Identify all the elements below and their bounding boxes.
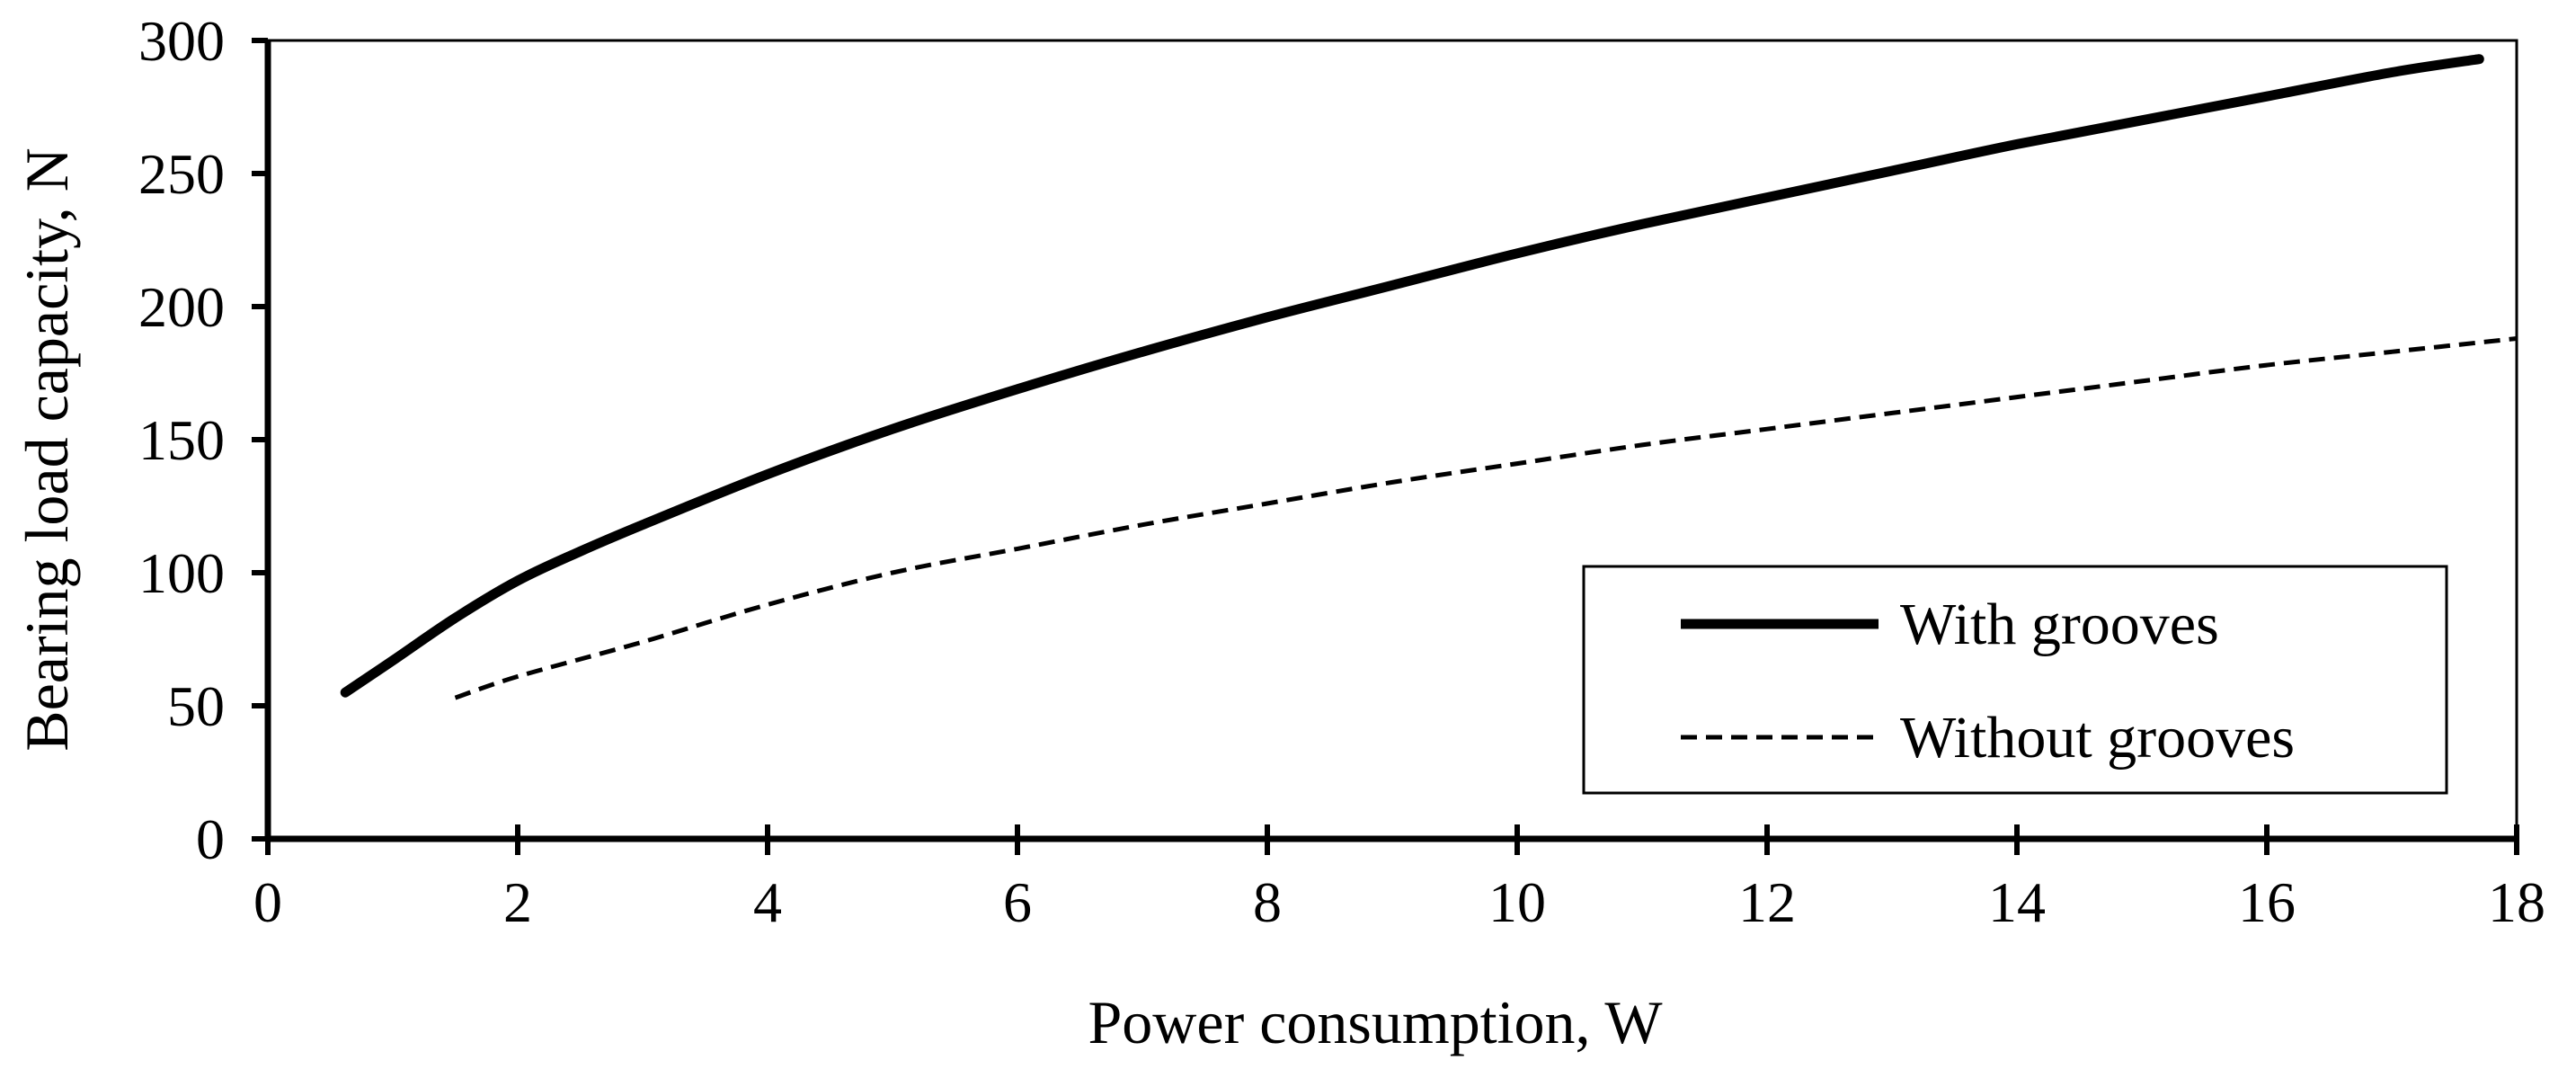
y-tick-label: 300 — [138, 9, 225, 73]
y-tick-label: 250 — [138, 142, 225, 206]
legend: With grooves Without grooves — [1582, 565, 2448, 795]
x-tick-label: 18 — [2488, 870, 2545, 934]
x-axis-title: Power consumption, W — [1088, 988, 1663, 1056]
legend-label-without-grooves: Without grooves — [1900, 705, 2295, 771]
x-tick-label: 14 — [1988, 870, 2046, 934]
x-tick-label: 16 — [2238, 870, 2296, 934]
y-tick-label: 0 — [196, 807, 225, 871]
x-tick-label: 12 — [1738, 870, 1796, 934]
y-tick-label: 100 — [138, 541, 225, 605]
legend-label-with-grooves: With grooves — [1900, 592, 2219, 657]
series-line-with-grooves — [340, 54, 2484, 698]
x-tick-label: 4 — [753, 870, 782, 934]
y-axis-title: Bearing load capacity, N — [13, 147, 81, 752]
y-tick-label: 200 — [138, 275, 225, 339]
y-tick-label: 50 — [167, 674, 225, 738]
legend-box — [1582, 565, 2448, 795]
x-tick-label: 2 — [503, 870, 532, 934]
x-tick-label: 8 — [1253, 870, 1282, 934]
y-tick-label: 150 — [138, 408, 225, 472]
axes: 0 2 4 6 8 10 12 14 16 18 0 50 100 150 200 250 300 — [138, 9, 2545, 934]
x-tick-label: 0 — [253, 870, 282, 934]
x-tick-label: 10 — [1488, 870, 1546, 934]
x-tick-label: 6 — [1003, 870, 1032, 934]
series-lines — [340, 54, 2518, 700]
